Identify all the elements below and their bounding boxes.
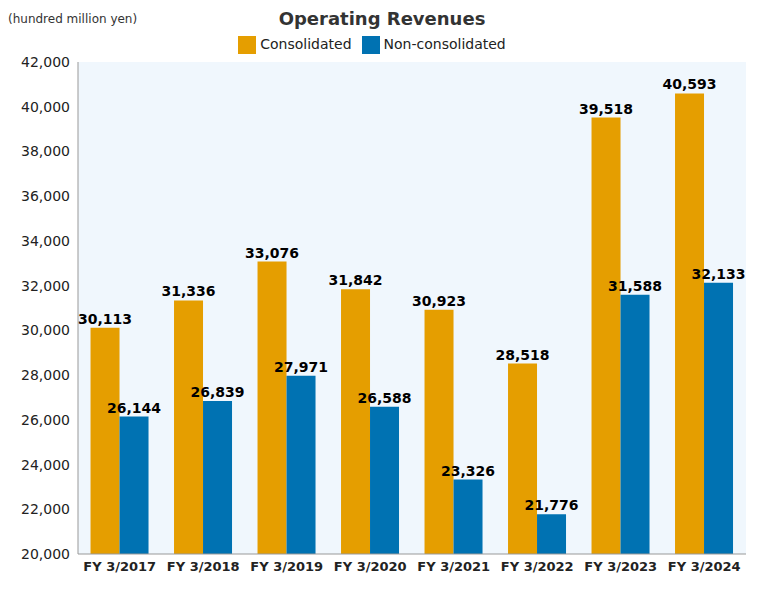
svg-text:34,000: 34,000 <box>21 233 70 249</box>
svg-text:20,000: 20,000 <box>21 546 70 562</box>
svg-text:FY 3/2022: FY 3/2022 <box>501 559 574 574</box>
html-text:Consolidated: Consolidated <box>260 36 352 52</box>
svg-text:26,839: 26,839 <box>191 384 245 400</box>
svg-text:42,000: 42,000 <box>21 54 70 70</box>
svg-text:FY 3/2018: FY 3/2018 <box>167 559 240 574</box>
svg-text:FY 3/2024: FY 3/2024 <box>668 559 741 574</box>
svg-text:FY 3/2023: FY 3/2023 <box>584 559 657 574</box>
svg-text:36,000: 36,000 <box>21 188 70 204</box>
html-text:(hundred million yen): (hundred million yen) <box>8 12 138 26</box>
html-text:Non-consolidated: Non-consolidated <box>383 36 506 52</box>
svg-text:32,000: 32,000 <box>21 278 70 294</box>
html-text:Operating Revenues: Operating Revenues <box>278 8 486 29</box>
svg-text:21,776: 21,776 <box>525 497 579 513</box>
svg-text:26,588: 26,588 <box>358 390 412 406</box>
svg-text:28,518: 28,518 <box>496 347 550 363</box>
svg-text:FY 3/2017: FY 3/2017 <box>83 559 156 574</box>
svg-text:32,133: 32,133 <box>692 266 746 282</box>
svg-text:31,336: 31,336 <box>162 283 216 299</box>
svg-text:31,588: 31,588 <box>608 278 662 294</box>
svg-text:40,000: 40,000 <box>21 99 70 115</box>
svg-text:30,923: 30,923 <box>412 293 466 309</box>
svg-text:24,000: 24,000 <box>21 457 70 473</box>
svg-text:38,000: 38,000 <box>21 143 70 159</box>
svg-text:28,000: 28,000 <box>21 367 70 383</box>
svg-text:FY 3/2021: FY 3/2021 <box>417 559 490 574</box>
svg-text:39,518: 39,518 <box>579 101 633 117</box>
svg-text:FY 3/2020: FY 3/2020 <box>334 559 407 574</box>
svg-text:27,971: 27,971 <box>274 359 328 375</box>
svg-text:26,144: 26,144 <box>107 400 161 416</box>
svg-text:26,000: 26,000 <box>21 412 70 428</box>
svg-text:33,076: 33,076 <box>245 245 299 261</box>
svg-text:FY 3/2019: FY 3/2019 <box>250 559 323 574</box>
svg-text:30,113: 30,113 <box>78 311 132 327</box>
svg-text:22,000: 22,000 <box>21 501 70 517</box>
svg-text:30,000: 30,000 <box>21 322 70 338</box>
svg-text:40,593: 40,593 <box>663 76 717 92</box>
svg-text:31,842: 31,842 <box>329 272 383 288</box>
svg-text:23,326: 23,326 <box>441 463 495 479</box>
